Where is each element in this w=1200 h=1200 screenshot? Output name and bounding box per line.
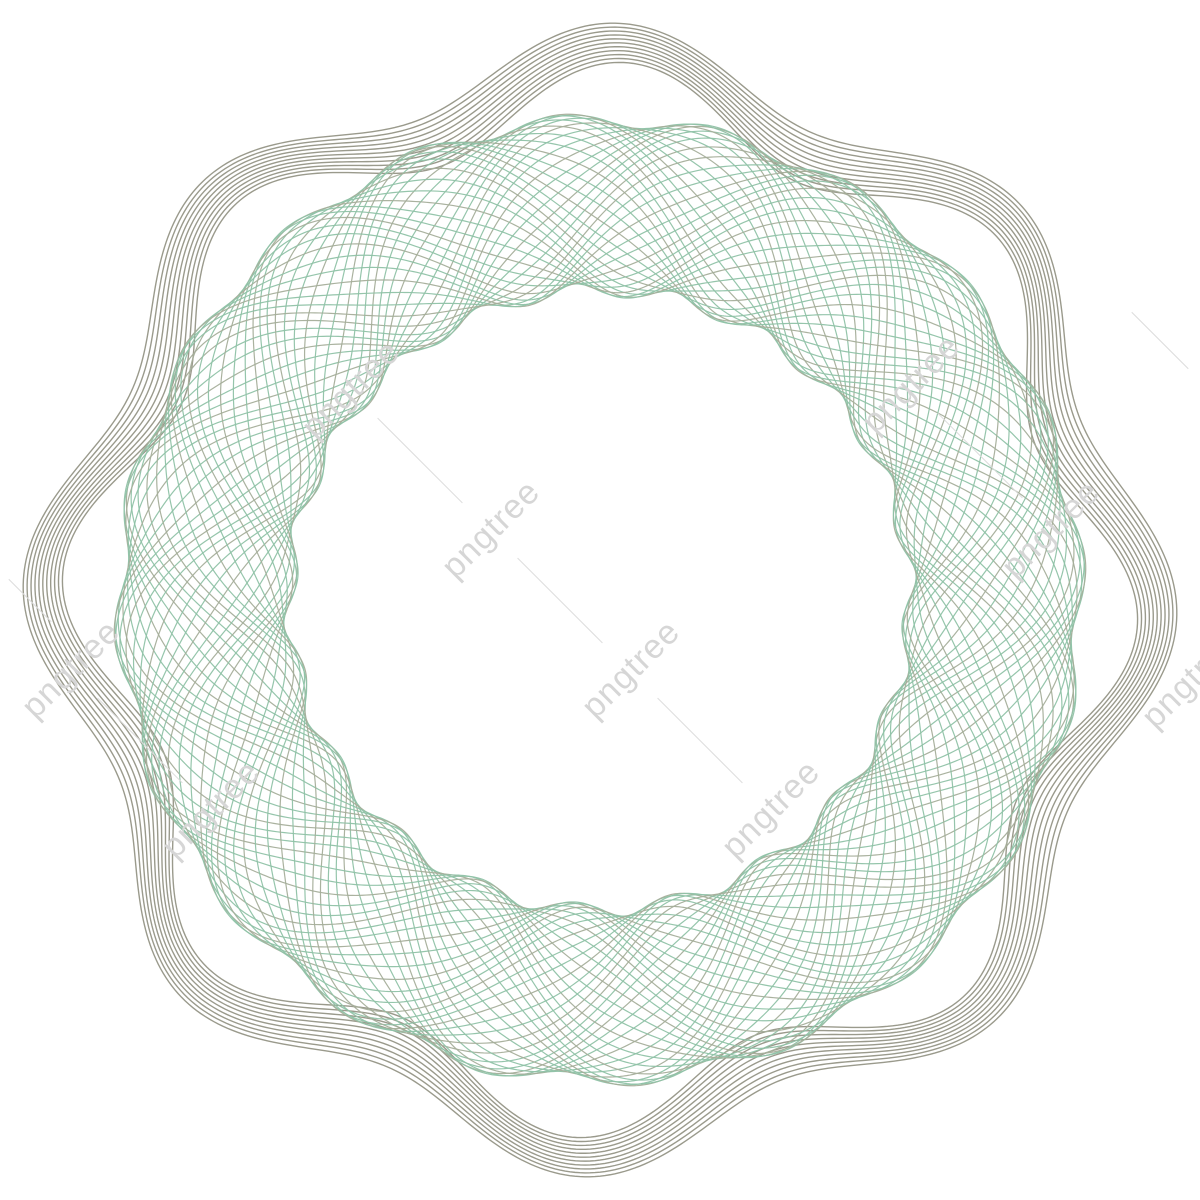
band-line — [130, 130, 1070, 1070]
band-line — [145, 145, 1055, 1055]
band-line — [205, 205, 995, 995]
band-line — [170, 170, 1030, 1030]
band-line — [115, 115, 1085, 1085]
band-line — [174, 174, 1026, 1026]
band-line — [207, 207, 993, 993]
spirograph-band — [113, 113, 1087, 1087]
band-line — [168, 168, 1032, 1032]
band-line — [158, 158, 1042, 1042]
band-line — [210, 210, 990, 990]
band-line — [119, 119, 1081, 1081]
band-line — [142, 142, 1058, 1058]
outer-wavy-rings — [22, 22, 1178, 1178]
band-line — [141, 141, 1059, 1059]
band-line — [167, 167, 1033, 1033]
band-line — [164, 164, 1036, 1036]
band-line — [125, 125, 1075, 1075]
band-line — [127, 127, 1073, 1073]
band-line — [178, 178, 1022, 1022]
band-line — [113, 113, 1087, 1087]
band-line — [180, 180, 1020, 1020]
band-line — [125, 125, 1075, 1075]
band-line — [187, 187, 1013, 1013]
band-line — [216, 216, 984, 984]
band-line — [125, 125, 1075, 1075]
outer-ring — [53, 53, 1147, 1147]
band-line — [141, 141, 1059, 1059]
outer-ring — [61, 61, 1139, 1139]
band-line — [139, 139, 1061, 1061]
band-line — [123, 123, 1077, 1077]
band-line — [156, 156, 1044, 1044]
band-line — [190, 190, 1010, 1010]
outer-ring — [30, 30, 1170, 1170]
outer-ring — [22, 22, 1178, 1178]
band-line — [137, 137, 1063, 1063]
band-line — [127, 127, 1073, 1073]
outer-ring — [26, 26, 1174, 1174]
band-line — [196, 196, 1004, 1004]
